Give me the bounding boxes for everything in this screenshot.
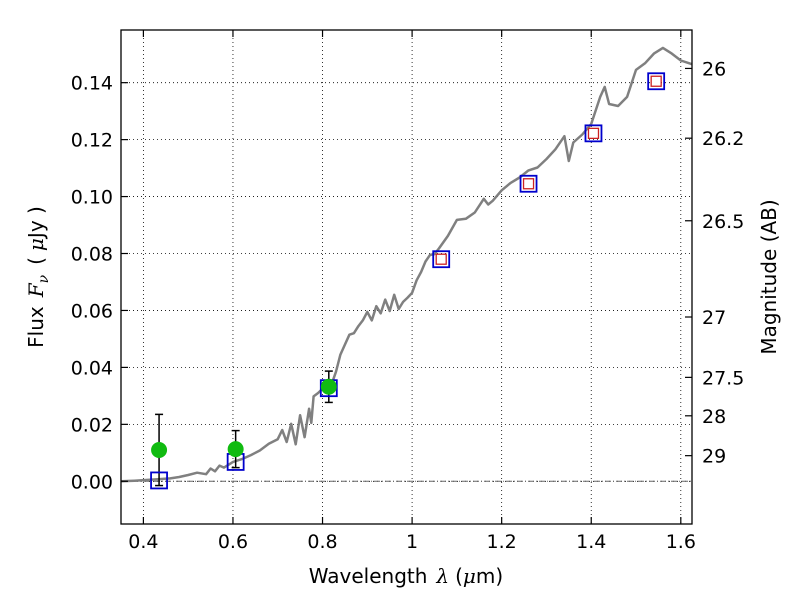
synthetic-flux-box xyxy=(150,471,168,490)
model-spectrum-group xyxy=(120,46,693,483)
y-tick-label: 0.10 xyxy=(71,187,113,209)
y2-tick-label: 27.5 xyxy=(702,367,744,389)
synthetic-flux-inner-box xyxy=(435,253,447,265)
x-axis-label-text: Wavelength xyxy=(309,564,428,588)
markers-group xyxy=(150,72,666,490)
y2-axis-label: Magnitude (AB) xyxy=(757,199,781,354)
x-axis-unit-open: ( xyxy=(455,564,463,588)
y-tick-label: 0.02 xyxy=(71,414,113,436)
y-tick-label: 0.00 xyxy=(71,471,113,493)
synthetic-flux-inner-box xyxy=(587,127,600,140)
synthetic-flux-box xyxy=(647,72,666,91)
y-tick-label: 0.06 xyxy=(71,300,113,322)
tick-labels-group: 0.4 0.6 0.8 1 1.2 1.4 1.6 0.00 0.02 0.04 0.06 0.08 0… xyxy=(71,58,745,553)
x-tick-label: 1.6 xyxy=(666,531,696,553)
x-tick-label: 0.4 xyxy=(128,531,158,553)
y2-tick-label: 29 xyxy=(702,446,726,468)
synthetic-flux-box xyxy=(432,250,451,269)
ticks-group xyxy=(121,30,692,524)
x-axis-label: Wavelength λ (μm) xyxy=(309,564,503,588)
plot-frame xyxy=(120,29,693,525)
y2-tick-label: 26 xyxy=(702,58,726,80)
x-axis-unit-mu: μ xyxy=(463,564,476,588)
y2-tick-label: 26.5 xyxy=(702,211,744,233)
synthetic-flux-box xyxy=(584,124,603,143)
x-tick-label: 1 xyxy=(406,531,418,553)
x-tick-label: 1.2 xyxy=(487,531,517,553)
y-axis-unit-mu: μ xyxy=(24,238,48,251)
observed-flux-point xyxy=(151,441,168,458)
y-tick-label: 0.14 xyxy=(71,73,113,95)
y-axis-label: Flux Fν ( μJy ) xyxy=(24,206,52,348)
observed-flux-point xyxy=(320,378,337,395)
y-axis-symbol: F xyxy=(24,282,48,298)
y2-tick-label: 27 xyxy=(702,307,726,329)
model-spectrum-line xyxy=(120,46,693,483)
x-axis-unit-rest: m) xyxy=(476,564,503,588)
y-tick-label: 0.08 xyxy=(71,244,113,266)
y-tick-label: 0.04 xyxy=(71,357,113,379)
plot-area xyxy=(121,30,692,524)
synthetic-flux-box xyxy=(519,174,538,193)
observed-flux-point xyxy=(227,441,244,458)
y-axis-subscript: ν xyxy=(36,274,52,283)
y-axis-label-text: Flux xyxy=(24,306,48,348)
x-axis-symbol: λ xyxy=(435,564,449,588)
y-axis-unit-open: ( xyxy=(24,257,48,265)
x-tick-label: 0.8 xyxy=(307,531,337,553)
y2-tick-label: 28 xyxy=(702,406,726,428)
synthetic-flux-inner-box xyxy=(650,75,662,87)
x-tick-label: 1.4 xyxy=(576,531,606,553)
y-axis-unit-rest: Jy ) xyxy=(24,206,48,240)
x-tick-label: 0.6 xyxy=(218,531,248,553)
synthetic-flux-inner-box xyxy=(522,178,535,190)
y-tick-label: 0.12 xyxy=(71,130,113,152)
y2-tick-label: 26.2 xyxy=(702,128,744,150)
